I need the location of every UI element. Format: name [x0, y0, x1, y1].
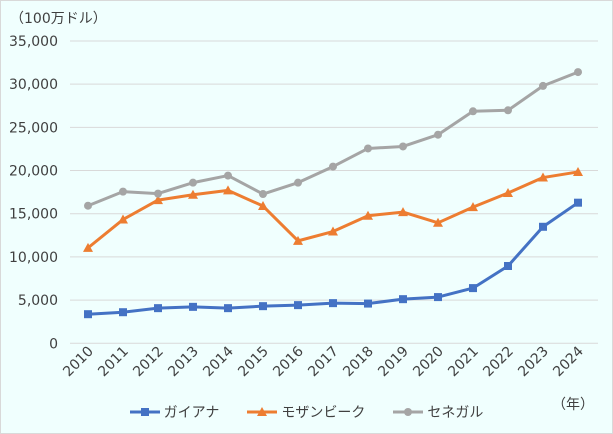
legend-item-mozambique: モザンビーク: [247, 402, 365, 422]
mozambique-line: [87, 170, 579, 250]
x-tick-label: 2014: [200, 343, 237, 380]
mozambique-point: [328, 226, 338, 236]
senegal-point: [189, 178, 197, 187]
guyana-point: [259, 302, 267, 311]
senegal-point: [469, 107, 477, 116]
senegal-point: [399, 142, 407, 151]
legend-label: ガイアナ: [163, 405, 220, 421]
x-tick-label: 2016: [270, 343, 307, 380]
y-tick-label: 15,000: [9, 207, 58, 223]
x-tick-label: 2017: [305, 344, 342, 381]
x-axis-unit: （年）: [552, 397, 594, 413]
guyana-point: [364, 299, 372, 308]
x-tick-label: 2023: [515, 344, 552, 381]
legend-senegal-marker: [393, 408, 424, 416]
mozambique-point: [293, 235, 303, 245]
mozambique-point: [503, 188, 513, 198]
senegal-line: [87, 70, 579, 208]
guyana-point: [329, 299, 337, 308]
x-tick-label: 2015: [235, 344, 272, 381]
mozambique-point: [538, 172, 548, 182]
x-tick-label: 2024: [550, 343, 587, 380]
mozambique-point: [398, 207, 408, 217]
guyana-point: [399, 295, 407, 304]
mozambique-point: [118, 214, 128, 224]
guyana-point: [154, 304, 162, 313]
senegal-point: [364, 144, 372, 153]
y-tick-label: 0: [49, 336, 58, 352]
legend-mozambique-marker: [247, 407, 278, 416]
mozambique-point: [83, 242, 93, 252]
y-tick-label: 20,000: [9, 164, 58, 180]
senegal-point: [259, 190, 267, 199]
legend-label: モザンビーク: [281, 405, 366, 421]
mozambique-point: [573, 166, 583, 176]
guyana-point: [574, 198, 582, 207]
mozambique-point: [363, 210, 373, 220]
mozambique-point: [223, 185, 233, 195]
mozambique-point: [153, 195, 163, 205]
mozambique-point: [433, 217, 443, 227]
guyana-point: [294, 301, 302, 310]
legend-item-senegal: セネガル: [393, 402, 483, 422]
mozambique-point: [468, 202, 478, 212]
senegal-point: [294, 178, 302, 187]
y-tick-label: 5,000: [18, 293, 58, 309]
x-tick-label: 2018: [340, 344, 377, 381]
senegal-point: [539, 81, 547, 90]
senegal-point: [574, 68, 582, 77]
senegal-point: [504, 106, 512, 115]
guyana-point: [469, 284, 477, 293]
legend: ガイアナ モザンビーク セネガル: [0, 402, 613, 422]
guyana-point: [504, 261, 512, 270]
guyana-point: [119, 308, 127, 317]
guyana-point: [434, 293, 442, 302]
senegal-point: [84, 201, 92, 210]
y-tick-label: 10,000: [9, 250, 58, 266]
legend-guyana-marker: [129, 408, 160, 416]
x-tick-label: 2013: [165, 344, 202, 381]
x-tick-label: 2011: [95, 344, 132, 381]
y-axis-unit: （100万ドル）: [10, 11, 107, 27]
x-tick-label: 2012: [130, 344, 167, 381]
senegal-point: [154, 189, 162, 198]
x-tick-label: 2020: [410, 344, 447, 381]
y-tick-label: 25,000: [9, 120, 58, 136]
guyana-point: [539, 222, 547, 231]
legend-label: セネガル: [427, 405, 484, 421]
guyana-point: [224, 304, 232, 313]
guyana-point: [84, 310, 92, 319]
senegal-point: [224, 171, 232, 180]
y-tick-label: 35,000: [9, 34, 58, 50]
x-tick-label: 2019: [375, 344, 412, 381]
x-tick-label: 2022: [480, 344, 517, 381]
guyana-line: [87, 201, 579, 316]
mozambique-point: [258, 201, 268, 211]
senegal-point: [119, 187, 127, 196]
senegal-point: [329, 162, 337, 171]
y-tick-label: 30,000: [9, 77, 58, 93]
guyana-point: [189, 302, 197, 311]
legend-item-guyana: ガイアナ: [129, 402, 220, 422]
senegal-point: [434, 130, 442, 139]
x-tick-label: 2021: [445, 344, 482, 381]
mozambique-point: [188, 189, 198, 199]
x-tick-label: 2010: [60, 344, 97, 381]
